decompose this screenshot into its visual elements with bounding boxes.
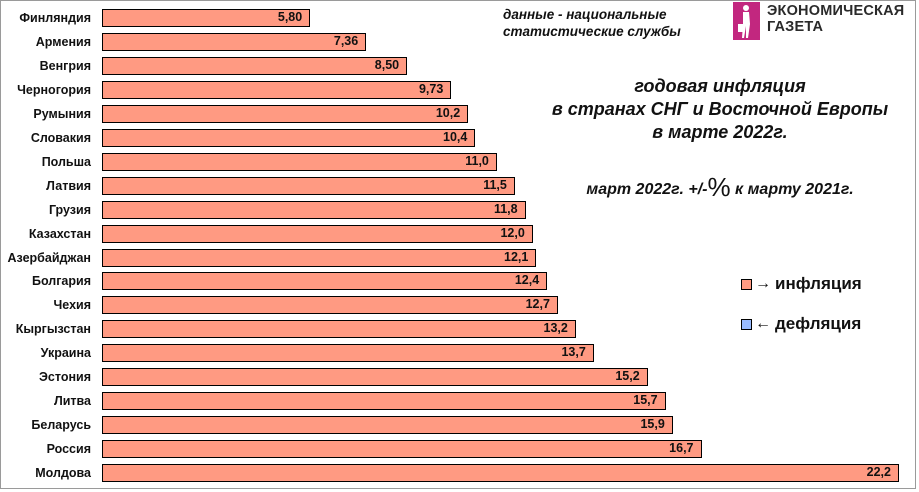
category-label: Черногория — [17, 82, 91, 97]
bar: 15,2 — [102, 368, 648, 387]
logo-text: ЭКОНОМИЧЕСКАЯ ГАЗЕТА — [767, 3, 904, 35]
logo-line-2: ГАЗЕТА — [767, 19, 824, 35]
category-label: Азербайджан — [7, 250, 91, 265]
category-label: Армения — [35, 34, 91, 49]
category-label: Молдова — [35, 466, 91, 481]
percent-sign: % — [707, 172, 731, 202]
bar: 13,2 — [102, 320, 576, 339]
bar: 12,7 — [102, 296, 558, 315]
bar: 11,5 — [102, 176, 515, 195]
category-label: Чехия — [53, 298, 92, 313]
value-label: 11,8 — [493, 201, 518, 216]
walking-person-icon — [733, 2, 760, 40]
subtitle-after: к марту 2021г. — [730, 181, 854, 198]
legend-item-deflation: ← дефляция — [741, 314, 861, 334]
deflation-swatch — [741, 318, 752, 330]
bar: 11,8 — [102, 200, 526, 219]
value-label: 11,0 — [465, 153, 489, 168]
value-label: 13,2 — [543, 321, 568, 336]
category-label: Румыния — [33, 106, 91, 121]
category-label: Эстония — [39, 370, 91, 385]
value-label: 12,0 — [500, 225, 525, 240]
value-label: 12,1 — [504, 249, 529, 264]
value-label: 7,36 — [333, 33, 359, 48]
value-label: 9,73 — [418, 81, 444, 96]
bar: 15,9 — [102, 416, 673, 435]
value-label: 15,7 — [633, 393, 658, 408]
inflation-swatch — [741, 278, 752, 290]
category-label: Казахстан — [28, 226, 91, 241]
bar: 10,4 — [102, 128, 476, 147]
data-source-note: данные - национальные статистические слу… — [503, 6, 681, 40]
chart-subtitle: март 2022г. +/-% к марту 2021г. — [530, 172, 910, 203]
bar: 12,1 — [102, 248, 537, 267]
category-label: Украина — [40, 346, 91, 361]
legend-label-deflation: дефляция — [775, 314, 862, 333]
subtitle-before: март 2022г. +/- — [586, 181, 708, 198]
bar: 12,4 — [102, 272, 548, 291]
value-label: 11,5 — [483, 177, 507, 192]
source-line-1: данные - национальные — [503, 7, 667, 22]
title-line-3: в марте 2022г. — [652, 122, 788, 142]
bar: 16,7 — [102, 440, 702, 459]
title-line-1: годовая инфляция — [634, 76, 806, 96]
chart-title: годовая инфляция в странах СНГ и Восточн… — [530, 75, 910, 144]
bar: 13,7 — [102, 344, 594, 363]
category-label: Болгария — [31, 274, 91, 289]
source-line-2: статистические службы — [503, 24, 681, 39]
legend-item-inflation: → инфляция — [741, 274, 862, 294]
category-label: Литва — [53, 394, 91, 409]
bar: 5,80 — [102, 9, 311, 27]
bar: 9,73 — [102, 80, 452, 99]
logo-line-1: ЭКОНОМИЧЕСКАЯ — [767, 3, 905, 19]
category-label: Польша — [41, 154, 91, 169]
value-label: 16,7 — [669, 441, 694, 456]
category-label: Латвия — [46, 178, 91, 193]
right-arrow-icon: → — [755, 275, 771, 292]
bar: 11,0 — [102, 152, 497, 171]
title-line-2: в странах СНГ и Восточной Европы — [551, 99, 889, 119]
value-label: 12,4 — [514, 273, 540, 288]
left-arrow-icon: ← — [755, 315, 771, 332]
value-label: 10,4 — [443, 129, 468, 144]
bar: 10,2 — [102, 104, 469, 123]
bar: 12,0 — [102, 224, 533, 243]
value-label: 15,2 — [615, 369, 640, 384]
category-label: Финляндия — [19, 11, 91, 25]
category-label: Беларусь — [31, 418, 91, 433]
bar: 22,2 — [102, 464, 899, 483]
value-label: 5,80 — [277, 10, 303, 24]
category-label: Венгрия — [39, 58, 91, 73]
value-label: 10,2 — [435, 105, 461, 120]
value-label: 8,50 — [374, 57, 400, 72]
bar: 15,7 — [102, 392, 666, 411]
value-label: 22,2 — [866, 465, 891, 480]
value-label: 15,9 — [640, 417, 665, 432]
category-label: Грузия — [48, 202, 91, 217]
category-label: Кыргызстан — [15, 322, 91, 337]
value-label: 12,7 — [525, 297, 550, 312]
bar: 8,50 — [102, 56, 408, 75]
legend-label-inflation: инфляция — [775, 274, 862, 293]
bar: 7,36 — [102, 32, 367, 51]
value-label: 13,7 — [561, 345, 586, 360]
category-label: Россия — [46, 442, 91, 457]
category-label: Словакия — [30, 130, 91, 145]
